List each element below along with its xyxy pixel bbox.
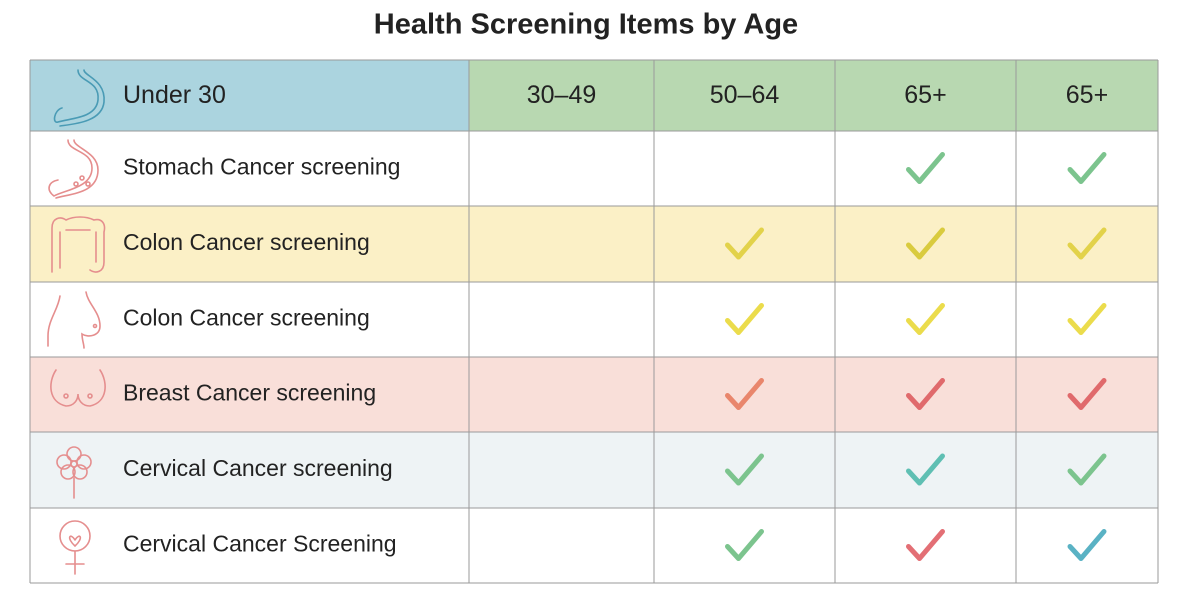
female-icon xyxy=(59,520,91,575)
header-cell xyxy=(1016,60,1158,131)
row-label: Cervical Cancer Screening xyxy=(123,531,397,557)
check xyxy=(1067,227,1107,260)
header-cell xyxy=(835,60,1016,131)
check xyxy=(1067,453,1107,486)
header-label: 65+ xyxy=(904,81,946,109)
row-label: Stomach Cancer screening xyxy=(123,154,400,180)
stomach-icon xyxy=(48,139,99,199)
row-background xyxy=(30,508,1158,583)
check xyxy=(725,529,764,561)
colon-icon xyxy=(51,216,106,273)
check xyxy=(906,453,945,486)
stomach-icon xyxy=(53,69,105,127)
check xyxy=(906,529,945,561)
check xyxy=(906,303,945,335)
header-cell xyxy=(469,60,654,131)
title: Health Screening Items by Age xyxy=(374,9,798,41)
table: Under 30 30–49 50–64 65+ 65+ Stomach Cancer s… xyxy=(29,59,1159,584)
check xyxy=(1067,529,1107,561)
breasts-icon xyxy=(50,369,106,407)
row-label: Colon Cancer screening xyxy=(123,305,370,331)
header-label: 30–49 xyxy=(527,81,597,109)
row-background xyxy=(30,432,1158,508)
check xyxy=(725,227,764,260)
check xyxy=(906,227,945,260)
check xyxy=(725,378,764,410)
check xyxy=(1067,303,1107,335)
row-label: Breast Cancer screening xyxy=(123,380,376,406)
row-background xyxy=(30,357,1158,432)
header-label: Under 30 xyxy=(123,81,226,109)
check xyxy=(906,378,945,410)
icons xyxy=(47,69,106,575)
row-label: Colon Cancer screening xyxy=(123,229,370,255)
row-background xyxy=(30,131,1158,206)
row-label: Cervical Cancer screening xyxy=(123,455,393,481)
check xyxy=(1067,378,1107,410)
check xyxy=(1067,152,1107,184)
header-cell xyxy=(30,60,469,131)
breast-icon xyxy=(47,291,101,349)
check xyxy=(725,303,764,335)
check xyxy=(725,453,764,486)
flower-icon xyxy=(56,446,92,499)
header-label: 65+ xyxy=(1066,81,1108,109)
row-background xyxy=(30,206,1158,282)
check xyxy=(906,152,945,184)
row-background xyxy=(30,282,1158,357)
header-cell xyxy=(654,60,835,131)
header-label: 50–64 xyxy=(710,81,780,109)
